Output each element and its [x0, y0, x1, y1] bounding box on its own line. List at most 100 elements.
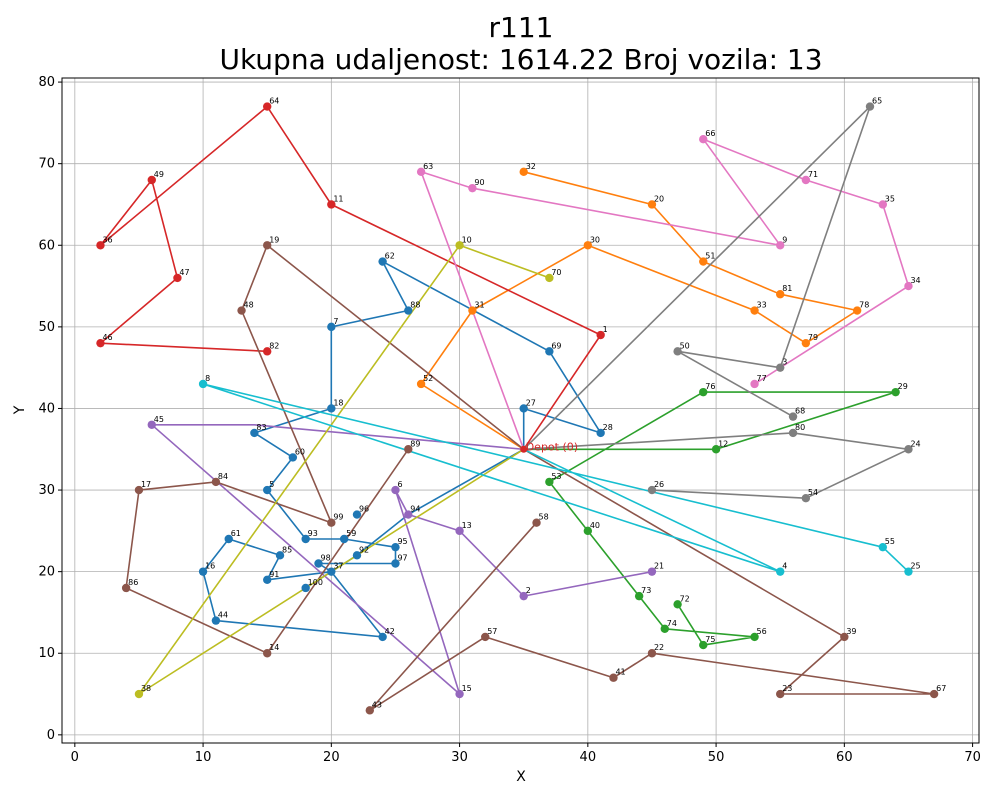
customer-label: 84 [218, 472, 228, 481]
customer-label: 34 [910, 276, 920, 285]
customer-label: 98 [321, 553, 331, 562]
customer-label: 70 [551, 268, 561, 277]
customer-point [647, 649, 657, 658]
x-axis-label: X [516, 769, 526, 785]
customer-label: 49 [154, 170, 164, 179]
customer-label: 74 [667, 619, 677, 628]
customer-label: 77 [757, 374, 767, 383]
customer-label: 1 [603, 325, 608, 334]
customer-label: 86 [128, 578, 138, 587]
x-tick-label: 0 [71, 750, 79, 765]
customer-point [404, 445, 413, 454]
customer-point [583, 241, 593, 250]
customer-label: 15 [462, 684, 472, 693]
customer-point [263, 347, 272, 356]
route-line-8 [420, 138, 910, 450]
customer-point [121, 583, 131, 593]
customer-point [596, 428, 605, 438]
customer-point [609, 673, 618, 682]
customer-point [327, 567, 336, 576]
customer-point [275, 551, 285, 560]
customer-label: 81 [782, 284, 792, 293]
customer-label: 38 [141, 684, 151, 693]
customer-label: 82 [269, 341, 279, 350]
customer-label: 59 [346, 529, 356, 538]
customer-label: 4 [782, 562, 787, 571]
customer-point [263, 485, 272, 495]
y-axis-label: Y [12, 405, 28, 415]
x-tick-label: 60 [836, 750, 853, 765]
customer-label: 31 [474, 301, 484, 310]
customer-point [250, 428, 259, 438]
customer-point [224, 534, 233, 544]
customer-point [801, 494, 811, 503]
customer-point [327, 200, 336, 209]
customer-label: 13 [462, 521, 472, 530]
customer-point [352, 510, 362, 519]
customer-label: 97 [397, 553, 407, 562]
customer-label: 67 [936, 684, 946, 693]
customer-point [134, 485, 144, 495]
customer-label: 29 [898, 382, 908, 391]
customer-point [699, 257, 708, 266]
customer-point [391, 485, 400, 495]
customer-label: 53 [551, 472, 561, 481]
customer-point [750, 632, 759, 642]
y-tick-label: 70 [38, 157, 55, 172]
customer-label: 45 [154, 415, 164, 424]
x-tick-label: 20 [323, 750, 340, 765]
customer-label: 89 [410, 439, 420, 448]
customer-label: 83 [256, 423, 266, 432]
y-tick-label: 0 [47, 728, 55, 743]
y-tick-label: 80 [38, 75, 55, 90]
customer-label: 73 [641, 586, 651, 595]
customer-point [198, 379, 208, 389]
customer-point [96, 241, 105, 250]
customer-point [788, 428, 798, 438]
depot-point [520, 445, 528, 453]
customer-label: 51 [705, 252, 715, 261]
customer-point [455, 689, 464, 699]
customer-label: 36 [102, 235, 112, 244]
customer-label: 66 [705, 129, 715, 138]
customer-label: 92 [359, 545, 369, 554]
customer-label: 71 [808, 170, 818, 179]
customer-point [263, 241, 272, 250]
customer-point [211, 616, 221, 625]
customer-point [801, 338, 811, 348]
customer-label: 5 [269, 480, 274, 489]
customer-label: 44 [218, 611, 228, 620]
customer-point [647, 485, 657, 495]
customer-label: 47 [179, 268, 189, 277]
customer-label: 56 [757, 627, 767, 636]
customer-point [327, 322, 336, 332]
y-tick-label: 60 [38, 238, 55, 253]
customer-label: 11 [333, 194, 343, 203]
customer-point [519, 167, 528, 177]
customer-label: 17 [141, 480, 151, 489]
customer-point [776, 290, 785, 299]
customer-point [365, 706, 375, 715]
customer-point [776, 241, 785, 250]
customer-point [481, 632, 490, 642]
x-tick-label: 30 [451, 750, 468, 765]
y-tick-label: 30 [38, 483, 55, 498]
customer-point [776, 567, 785, 576]
x-tick-label: 50 [708, 750, 725, 765]
customer-point [891, 387, 900, 397]
customer-point [173, 273, 182, 283]
customer-point [519, 591, 528, 601]
customer-point [801, 175, 811, 185]
customer-point [314, 559, 323, 568]
customer-label: 46 [102, 333, 112, 342]
customer-point [339, 534, 349, 544]
customer-label: 63 [423, 162, 433, 171]
customer-label: 79 [808, 333, 818, 342]
customer-label: 85 [282, 545, 292, 554]
customer-point [545, 273, 554, 283]
x-tick-label: 40 [580, 750, 597, 765]
customer-point [545, 477, 554, 487]
customer-point [673, 347, 682, 356]
axes: 0 10 20 30 40 50 60 70 0 10 20 30 40 50 60 70 80 [38, 75, 980, 765]
